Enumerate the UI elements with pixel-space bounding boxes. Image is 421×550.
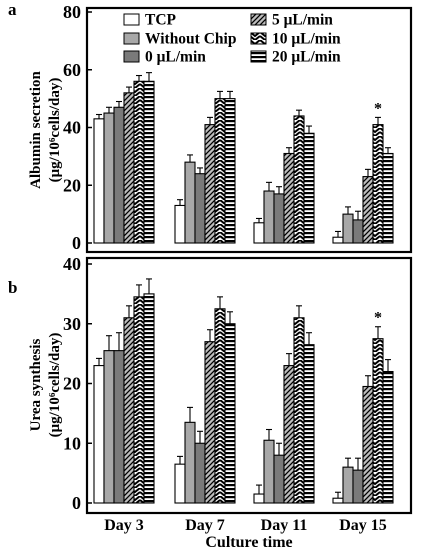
y-axis-title-line-1: Urea synthesis [28, 339, 44, 432]
bar-10-ul-min-day-11 [293, 317, 305, 504]
bar-tcp-day-15 [332, 236, 344, 244]
legend-swatch-20-ul-min [250, 50, 267, 63]
bar-without-chip-day-15 [342, 466, 354, 504]
panel-a: a 0 20 40 60 80 Albumin secretion (μg/10⁶cells/… [8, 0, 413, 254]
bar-0-ul-min-day-7 [194, 173, 206, 244]
bar-5-ul-min-day-15 [362, 176, 374, 244]
y-tick-label: 20 [63, 175, 81, 195]
bar-tcp-day-11 [253, 222, 265, 244]
panel-label: b [8, 278, 17, 297]
bar-without-chip-day-3 [103, 350, 115, 504]
x-axis-title: Culture time [205, 534, 292, 550]
panel-b: b 0 10 20 30 40 Urea synthesis (μg/10⁶cells/day… [8, 254, 413, 515]
y-axis-title-line-2: (μg/10⁶cells/day) [47, 78, 63, 183]
legend-swatch-10-ul-min [250, 32, 267, 45]
bar-without-chip-day-11 [263, 439, 275, 504]
y-tick-label: 0 [72, 233, 81, 253]
y-tick-label: 60 [63, 60, 81, 80]
bar-0-ul-min-day-15 [352, 469, 364, 504]
bar-5-ul-min-day-11 [283, 365, 295, 504]
bar-20-ul-min-day-15 [382, 152, 394, 244]
y-tick-label: 40 [63, 254, 81, 274]
y-axis-title: Urea synthesis (μg/10⁶cells/day) [28, 333, 63, 438]
bar-10-ul-min-day-3 [133, 296, 145, 504]
bar-0-ul-min-day-11 [273, 193, 285, 244]
bar-without-chip-day-11 [263, 190, 275, 244]
bar-0-ul-min-day-7 [194, 442, 206, 504]
bar-20-ul-min-day-7 [224, 323, 236, 504]
bar-10-ul-min-day-7 [214, 308, 226, 504]
y-tick-label: 20 [63, 374, 81, 394]
significance-marker: * [374, 100, 382, 117]
bar-tcp-day-11 [253, 493, 265, 504]
bar-5-ul-min-day-11 [283, 152, 295, 244]
bar-5-ul-min-day-7 [204, 341, 216, 504]
bar-10-ul-min-day-15 [372, 124, 384, 244]
y-tick-label: 30 [63, 314, 81, 334]
legend-label-0-ul-min: 0 μL/min [145, 49, 206, 66]
bar-5-ul-min-day-3 [123, 317, 135, 504]
bar-without-chip-day-7 [184, 421, 196, 504]
x-axis-labels: Day 3 Day 7 Day 11 Day 15 Culture time [104, 517, 387, 550]
bar-5-ul-min-day-15 [362, 385, 374, 504]
legend-swatch-without-chip [123, 32, 140, 45]
legend-label-tcp: TCP [145, 12, 177, 29]
bar-tcp-day-3 [93, 365, 105, 504]
bar-0-ul-min-day-15 [352, 219, 364, 244]
significance-marker: * [374, 310, 382, 327]
plot-frame [85, 6, 413, 254]
y-axis-title: Albumin secretion (μg/10⁶cells/day) [28, 71, 63, 189]
bar-tcp-day-15 [332, 497, 344, 504]
bar-without-chip-day-7 [184, 161, 196, 244]
bar-5-ul-min-day-3 [123, 92, 135, 244]
y-tick-label: 80 [63, 2, 81, 22]
bar-20-ul-min-day-7 [224, 98, 236, 244]
bar-0-ul-min-day-11 [273, 454, 285, 504]
x-tick-label-day-15: Day 15 [339, 517, 387, 534]
x-tick-label-day-11: Day 11 [261, 517, 308, 534]
bar-10-ul-min-day-3 [133, 80, 145, 244]
bar-0-ul-min-day-3 [113, 106, 125, 244]
bar-20-ul-min-day-3 [143, 80, 155, 244]
bar-10-ul-min-day-11 [293, 115, 305, 244]
bar-10-ul-min-day-15 [372, 338, 384, 504]
y-tick-label: 40 [63, 118, 81, 138]
legend-label-5-ul-min: 5 μL/min [272, 12, 333, 29]
bar-without-chip-day-3 [103, 112, 115, 244]
legend-label-10-ul-min: 10 μL/min [272, 31, 341, 48]
bar-20-ul-min-day-11 [303, 344, 315, 504]
y-tick-label: 10 [63, 433, 81, 453]
bar-without-chip-day-15 [342, 213, 354, 244]
legend-swatch-0-ul-min [123, 50, 140, 63]
bar-20-ul-min-day-3 [143, 293, 155, 504]
legend-label-20-ul-min: 20 μL/min [272, 49, 341, 66]
x-tick-label-day-7: Day 7 [185, 517, 225, 534]
x-tick-label-day-3: Day 3 [104, 517, 144, 534]
plot-frame [85, 256, 413, 515]
legend-label-without-chip: Without Chip [145, 31, 236, 48]
bar-5-ul-min-day-7 [204, 124, 216, 244]
bar-10-ul-min-day-7 [214, 98, 226, 244]
bar-tcp-day-7 [174, 463, 186, 504]
bar-20-ul-min-day-15 [382, 370, 394, 504]
panel-label: a [8, 0, 17, 19]
y-tick-label: 0 [72, 493, 81, 513]
bar-0-ul-min-day-3 [113, 350, 125, 504]
bar-tcp-day-7 [174, 204, 186, 244]
legend-swatch-5-ul-min [250, 13, 267, 26]
y-axis-title-line-1: Albumin secretion [28, 71, 44, 189]
bar-20-ul-min-day-11 [303, 132, 315, 244]
bar-tcp-day-3 [93, 118, 105, 244]
legend-swatch-tcp [123, 13, 140, 26]
y-axis-title-line-2: (μg/10⁶cells/day) [47, 333, 63, 438]
